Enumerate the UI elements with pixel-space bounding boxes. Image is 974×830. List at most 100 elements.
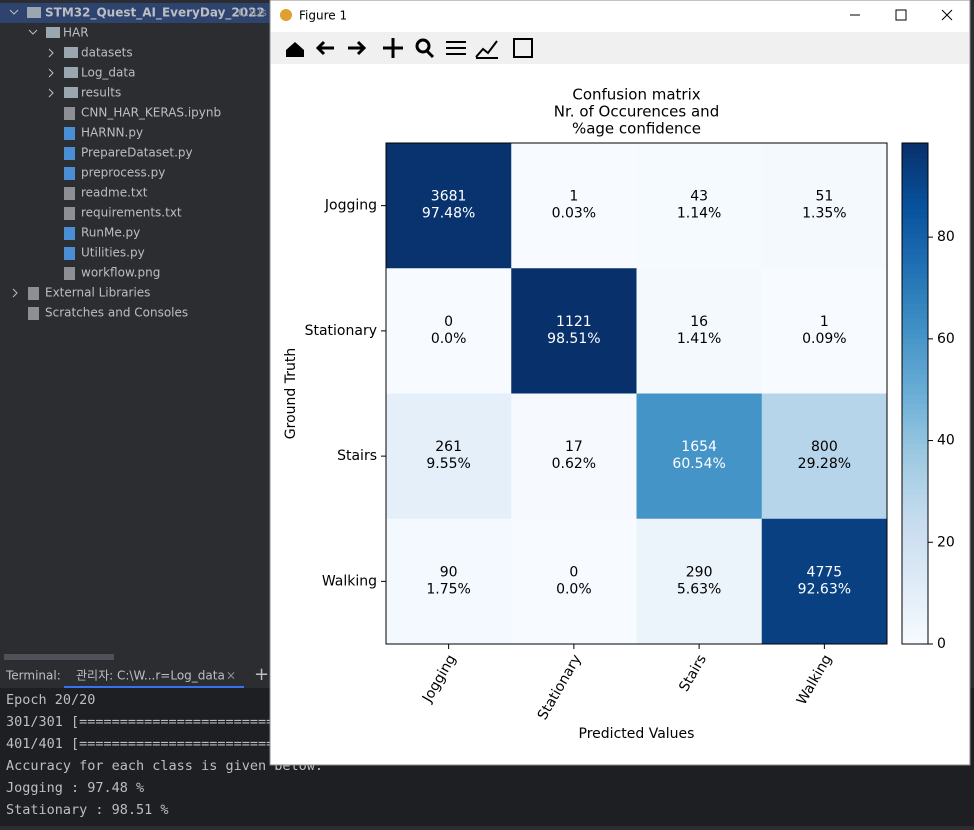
file-icon [64, 227, 75, 240]
colorbar-segment [902, 603, 928, 610]
y-tick-label: Stairs [337, 448, 377, 464]
toolbar [271, 32, 969, 64]
colorbar-segment [902, 518, 928, 525]
colorbar-segment [902, 473, 928, 480]
app-icon [280, 9, 292, 21]
colorbar-segment [902, 163, 928, 169]
file-icon [64, 107, 75, 120]
colorbar-segment [902, 228, 928, 234]
folder-icon [27, 7, 41, 18]
colorbar-segment [902, 498, 928, 505]
colorbar-segment [902, 368, 928, 375]
colorbar-tick-label: 40 [937, 433, 955, 449]
file-icon [28, 287, 39, 300]
colorbar-segment [902, 513, 928, 520]
chevron [9, 9, 19, 15]
tree-item: HARNN.py [81, 126, 143, 140]
chevron [48, 88, 54, 98]
colorbar-segment [902, 568, 928, 575]
colorbar-segment [902, 183, 928, 189]
zoom-tool[interactable] [415, 38, 431, 54]
colorbar-segment [902, 453, 928, 460]
tree-item: External Libraries [45, 286, 150, 300]
colorbar-segment [902, 258, 928, 264]
tree-item: preprocess.py [81, 166, 165, 180]
colorbar-segment [902, 253, 928, 259]
back-tool[interactable] [315, 40, 334, 56]
tree-item: HAR [63, 26, 89, 40]
cell-percent: 97.48% [422, 206, 475, 222]
cell-percent: 29.28% [798, 456, 851, 472]
colorbar-segment [902, 313, 928, 319]
colorbar-segment [902, 438, 928, 445]
folder-icon [64, 47, 78, 58]
colorbar-segment [902, 428, 928, 435]
maximize[interactable] [895, 9, 907, 21]
colorbar-segment [902, 413, 928, 420]
pan-tool[interactable] [383, 38, 403, 58]
axes-tool[interactable] [475, 40, 498, 59]
colorbar-segment [902, 623, 928, 630]
heatmap-cell [761, 143, 888, 269]
cell-count: 90 [440, 564, 458, 580]
heatmap-cell [511, 143, 637, 269]
tree-item: datasets [81, 46, 133, 60]
chart-title: Nr. of Occurences and [554, 103, 719, 121]
cell-percent: 1.41% [677, 331, 721, 347]
heatmap-cell [636, 518, 763, 645]
colorbar-segment [902, 558, 928, 565]
colorbar-segment [902, 503, 928, 510]
terminal-line: 401/401 [========================== [6, 736, 290, 752]
cell-count: 0 [569, 564, 578, 580]
colorbar-tick-label: 60 [937, 331, 955, 347]
tree-item: readme.txt [81, 186, 148, 200]
y-tick-label: Jogging [324, 198, 377, 214]
tree-item: Utilities.py [81, 246, 145, 260]
cell-count: 3681 [431, 189, 467, 205]
tab-close[interactable]: × [226, 669, 236, 683]
cell-count: 290 [686, 564, 713, 580]
cell-count: 261 [435, 439, 462, 455]
heatmap-cell [386, 393, 512, 520]
forward-tool[interactable] [348, 40, 367, 56]
terminal-label: Terminal: [5, 669, 61, 683]
home-tool[interactable] [286, 42, 304, 57]
cell-percent: 5.63% [677, 581, 721, 597]
colorbar-segment [902, 148, 928, 154]
colorbar-segment [902, 553, 928, 560]
tree-item: requirements.txt [81, 206, 182, 220]
colorbar-segment [902, 353, 928, 360]
colorbar-segment [902, 308, 928, 314]
colorbar-segment [902, 203, 928, 209]
selected-row [0, 3, 270, 23]
colorbar-segment [902, 618, 928, 625]
heatmap-cell [761, 518, 888, 645]
project-path: C:\Us [238, 6, 267, 19]
terminal-line: 301/301 [========================== [6, 714, 290, 730]
colorbar-segment [902, 543, 928, 550]
colorbar-segment [902, 218, 928, 224]
chevron [48, 68, 54, 78]
configure-tool[interactable] [446, 41, 466, 55]
new-tab[interactable]: + [254, 664, 269, 685]
file-icon [64, 247, 75, 260]
colorbar-segment [902, 278, 928, 284]
heatmap-cell [761, 268, 888, 394]
colorbar-segment [902, 638, 928, 645]
heatmap-cell [511, 393, 637, 520]
save-tool[interactable] [513, 38, 533, 58]
scrollbar [4, 654, 114, 660]
colorbar-segment [902, 458, 928, 465]
colorbar-segment [902, 143, 928, 149]
chevron [48, 48, 54, 58]
cell-count: 16 [690, 314, 708, 330]
folder-icon [64, 87, 78, 98]
terminal-tab[interactable]: 관리자: C:\W...r=Log_data [76, 669, 225, 683]
colorbar-segment [902, 193, 928, 199]
close[interactable] [941, 9, 953, 21]
colorbar-segment [902, 333, 928, 339]
colorbar-segment [902, 593, 928, 600]
cell-percent: 98.51% [547, 331, 600, 347]
terminal-line: Accuracy for each class is given below. [6, 758, 323, 774]
colorbar-segment [902, 208, 928, 214]
